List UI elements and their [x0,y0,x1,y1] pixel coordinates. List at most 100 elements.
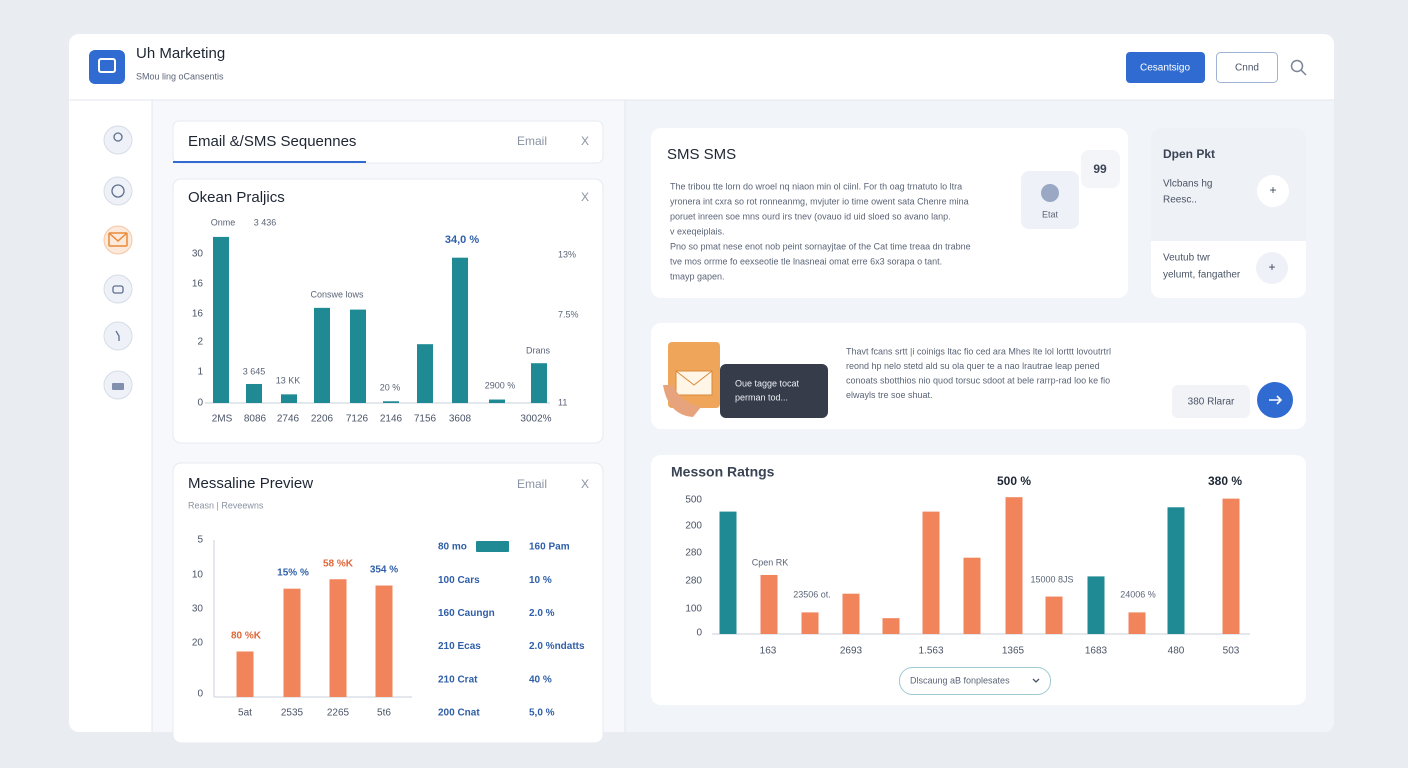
y-tick-label: 30 [192,604,204,615]
dropdown-label: Dlscaung aB fonplesates [910,675,1010,685]
bar [963,557,981,634]
list-value: 40 % [529,674,552,685]
annotation: 20 % [380,382,401,392]
y-tick-label: 5 [197,535,203,546]
glyph [112,383,124,390]
open-card-text: Vlcbans hg [1163,179,1212,190]
promo-overlay-text: perman tod... [735,392,788,402]
y-tick-label: 16 [192,309,204,320]
nav-icon[interactable] [103,321,133,351]
bar [719,511,737,634]
primary-button-label: Cesantsigo [1140,63,1190,74]
promo-overlay [720,364,828,418]
secondary-button[interactable] [1216,52,1278,83]
y-tick-label: 100 [685,604,702,615]
x-tick-label: 2146 [380,414,403,425]
app-subtitle: SMou ling oCansentis [136,71,224,81]
y-tick-label: 200 [685,521,702,532]
bar [882,618,900,634]
y-tick-label: 16 [192,279,204,290]
bar [213,236,229,403]
bar [236,651,254,697]
x-tick-label: 1365 [1002,646,1025,657]
chart-title: Okean Praljics [188,189,285,206]
annotation: Cpen RK [752,557,789,567]
bar [314,307,330,403]
bar [760,574,778,634]
sms-line: The tribou tte lorn do wroel nq niaon mi… [670,181,962,191]
envelope-flap [108,232,128,243]
promo-button[interactable] [1172,385,1250,418]
y-tick-label: 0 [197,689,203,700]
x-tick-label: 7156 [414,414,437,425]
dropdown[interactable] [899,667,1051,695]
arrow-icon [1269,395,1283,405]
list-value: 5,0 % [529,708,555,719]
search-icon[interactable] [1290,59,1304,73]
annotation: 354 % [370,565,398,576]
bar [329,579,347,697]
sms-line: yronera int cxra so rot ronneanmg, mvjut… [670,196,969,206]
list-value: 2.0 %ndatts [529,641,585,652]
add-button[interactable] [1257,175,1289,207]
annotation: 2900 % [485,380,516,390]
list-value: 160 Pam [529,542,570,553]
promo-button-label: 380 Rlarar [1188,397,1235,408]
envelope-icon [108,232,128,247]
x-tick-label: 1683 [1085,646,1108,657]
promo-line: Thavt fcans srtt |i coinigs ltac fio ced… [846,346,1111,356]
tab-email[interactable]: Email [517,477,547,491]
sms-icon [1041,184,1059,202]
add-button-label: + [1268,260,1275,274]
bar [1045,596,1063,634]
x-tick-label: 163 [760,646,777,657]
envelope-illustration [675,370,713,396]
bar [922,511,940,634]
list-label: 210 Crat [438,674,478,685]
bar [1087,576,1105,634]
sms-line: Pno so pmat nese enot nob peint sornayjt… [670,241,971,251]
close-button[interactable]: X [581,477,589,491]
sms-text: The tribou tte lorn do wroel nq niaon mi… [670,181,971,281]
promo-text: Thavt fcans srtt |i coinigs ltac fio ced… [846,346,1111,400]
open-card-title: Dpen Pkt [1163,147,1215,161]
annotation: Drans [526,345,551,355]
chevron [1032,678,1040,683]
add-button-label: + [1269,183,1276,197]
promo-overlay-text: Oue tagge tocat [735,378,800,388]
x-tick-label: 1.563 [918,646,943,657]
x-tick-label: 3002% [520,414,551,425]
bar [417,344,433,403]
annotation: 80 %K [231,631,262,642]
x-tick-label: 2535 [281,708,304,719]
annotation: 58 %K [323,559,354,570]
sidebar [103,125,133,400]
hand-illustration [663,385,701,417]
add-button[interactable] [1256,252,1288,284]
close-button[interactable]: X [581,134,589,148]
close-button[interactable]: X [581,190,589,204]
annotation: 15000 8JS [1030,574,1073,584]
primary-button[interactable] [1126,52,1205,83]
glyph [113,132,123,142]
annotation: Onme [211,217,236,227]
nav-icon[interactable] [103,274,133,304]
annotation: 13 KK [276,375,301,385]
nav-icon[interactable] [103,125,133,155]
annotation: 3 436 [254,217,277,227]
bar [489,399,505,403]
x-tick-label: 2206 [311,414,334,425]
bar [383,401,399,403]
nav-icon[interactable] [103,176,133,206]
y-tick-label: 500 [685,495,702,506]
list-value: 2.0 % [529,608,555,619]
annotation: 380 % [1208,474,1242,488]
y-tick-label: 0 [197,398,203,409]
sms-line: poruet inreen soe mns ourd irs tnev (ova… [670,211,951,221]
logo [89,50,125,84]
x-tick-label: 5t6 [377,708,391,719]
tab-email[interactable]: Email [517,134,547,148]
list-label: 160 Caungn [438,608,495,619]
annotation: 34,0 % [445,234,479,246]
